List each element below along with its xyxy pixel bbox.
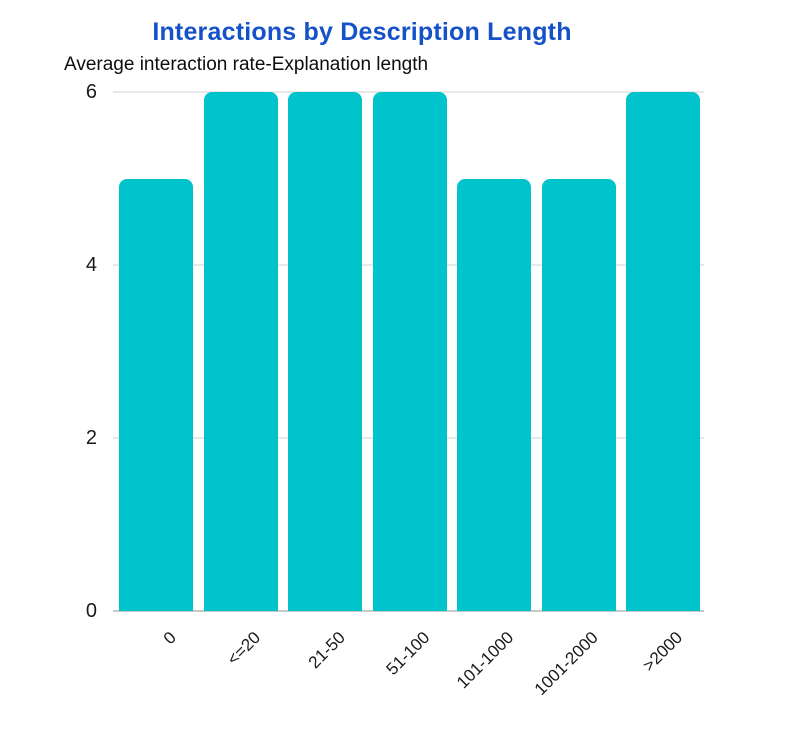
x-tick-label: 51-100 [382, 628, 433, 679]
bar [541, 178, 616, 611]
x-tick-label: <=20 [223, 628, 264, 669]
bar [626, 92, 700, 611]
x-tick-label: 0 [159, 628, 180, 649]
x-tick-label: 101-1000 [453, 628, 518, 693]
x-axis-baseline [113, 610, 704, 612]
bar [203, 92, 278, 611]
chart-title: Interactions by Description Length [152, 18, 572, 46]
chart-subtitle: Average interaction rate-Explanation len… [64, 54, 429, 75]
y-tick-label: 2 [85, 427, 97, 449]
bar [372, 92, 447, 611]
bar [119, 178, 193, 611]
y-tick-label: 0 [85, 600, 97, 622]
y-tick-label: 6 [85, 81, 97, 103]
x-tick-label: 21-50 [304, 628, 349, 673]
bar [288, 92, 362, 611]
x-tick-label: >2000 [639, 628, 687, 676]
y-tick-label: 4 [85, 254, 97, 276]
bar [457, 178, 531, 611]
x-tick-label: 1001-2000 [531, 628, 602, 699]
